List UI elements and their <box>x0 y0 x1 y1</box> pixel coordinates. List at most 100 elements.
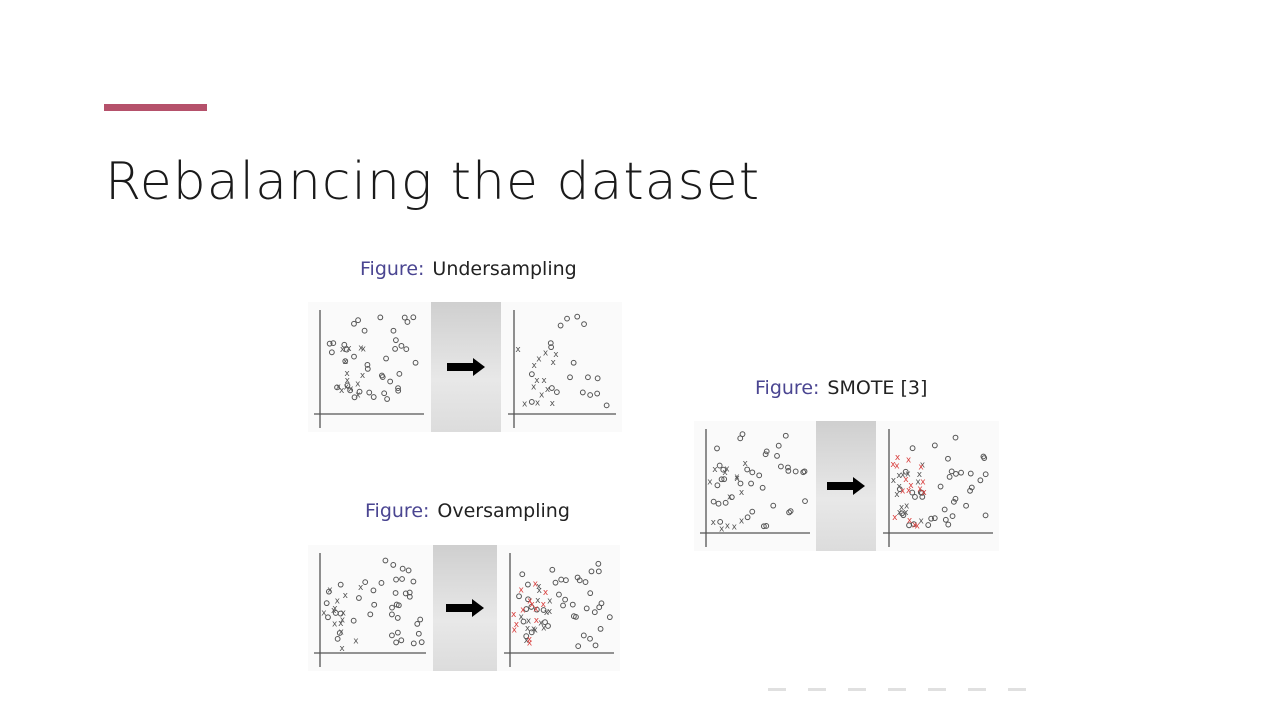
majority-point <box>717 518 724 525</box>
majority-point <box>580 632 587 639</box>
majority-point <box>597 625 604 632</box>
minority-point: x <box>541 624 547 634</box>
minority-point: x <box>340 345 346 355</box>
minority-point: x <box>346 344 352 354</box>
majority-point <box>355 317 361 324</box>
minority-point: x <box>722 468 728 478</box>
title-accent-bar <box>104 104 207 111</box>
majority-point <box>405 567 412 574</box>
majority-point <box>410 640 417 647</box>
majority-point <box>415 630 422 637</box>
majority-point <box>587 392 594 398</box>
synthetic-point: x <box>512 625 518 635</box>
majority-point <box>410 314 417 321</box>
minority-point: x <box>725 521 731 531</box>
majority-point <box>341 341 348 348</box>
minority-point: x <box>897 508 903 518</box>
majority-point <box>928 515 935 522</box>
minority-point: x <box>358 344 364 354</box>
minority-point: x <box>550 399 556 409</box>
majority-point <box>968 484 975 491</box>
majority-point <box>337 581 344 588</box>
majority-point <box>528 629 535 636</box>
majority-point <box>582 579 589 585</box>
majority-point <box>394 615 401 621</box>
majority-point <box>931 515 938 522</box>
majority-point <box>343 346 350 353</box>
majority-point <box>801 468 808 475</box>
smote-caption: Figure: SMOTE [3] <box>755 377 927 399</box>
synthetic-point: x <box>527 635 533 645</box>
majority-point <box>583 605 590 612</box>
minority-point: x <box>531 625 537 635</box>
majority-point <box>981 455 988 461</box>
minority-point: x <box>332 604 338 614</box>
minority-point: x <box>553 350 559 360</box>
minority-point: x <box>531 382 537 392</box>
majority-point <box>909 445 916 452</box>
majority-point <box>900 512 907 519</box>
majority-point <box>528 371 535 378</box>
minority-point: x <box>522 400 528 410</box>
synthetic-point: x <box>921 488 927 498</box>
majority-point <box>396 370 403 377</box>
majority-point <box>762 451 769 458</box>
majority-point <box>574 574 581 581</box>
minority-point: x <box>727 492 733 502</box>
majority-point <box>398 342 405 349</box>
majority-point <box>557 322 564 329</box>
oversampling-arrow-box <box>433 545 497 671</box>
majority-point <box>525 596 531 603</box>
majority-point <box>945 455 951 462</box>
majority-point <box>356 595 362 601</box>
majority-point <box>721 476 728 483</box>
minority-point: x <box>905 469 911 479</box>
majority-point <box>759 484 766 491</box>
synthetic-point: x <box>514 620 520 630</box>
minority-point: x <box>525 624 531 634</box>
majority-point <box>595 560 602 567</box>
faded-footer-line <box>768 688 1032 691</box>
majority-point <box>328 349 335 356</box>
minority-point: x <box>535 399 541 409</box>
majority-point <box>344 382 351 389</box>
majority-point <box>763 523 770 529</box>
majority-point <box>782 432 789 439</box>
majority-point <box>414 620 421 627</box>
majority-point <box>982 512 989 519</box>
majority-point <box>575 643 582 650</box>
majority-point <box>381 390 388 397</box>
minority-point: x <box>340 616 346 626</box>
majority-point <box>792 468 799 475</box>
majority-point <box>579 389 586 396</box>
majority-point <box>392 346 398 352</box>
minority-point: x <box>739 488 745 498</box>
majority-point <box>592 642 599 649</box>
majority-point <box>722 499 729 506</box>
synthetic-point: x <box>527 597 533 607</box>
majority-point <box>406 589 413 596</box>
synthetic-point: x <box>892 513 898 523</box>
minority-point: x <box>918 517 924 527</box>
synthetic-point: x <box>900 487 906 497</box>
majority-point <box>942 516 949 523</box>
synthetic-point: x <box>915 521 921 531</box>
majority-point <box>785 464 791 471</box>
majority-point <box>326 340 333 347</box>
majority-point <box>775 442 782 449</box>
minority-point: x <box>917 470 923 480</box>
majority-point <box>720 466 727 473</box>
majority-point <box>516 593 522 600</box>
majority-point <box>785 467 792 474</box>
majority-point <box>330 340 337 347</box>
majority-point <box>569 601 576 608</box>
majority-point <box>350 617 357 624</box>
minority-point: x <box>358 583 364 593</box>
majority-point <box>573 614 579 620</box>
majority-point <box>562 596 569 603</box>
majority-point <box>523 633 530 640</box>
slide-title: Rebalancing the dataset <box>105 152 761 212</box>
